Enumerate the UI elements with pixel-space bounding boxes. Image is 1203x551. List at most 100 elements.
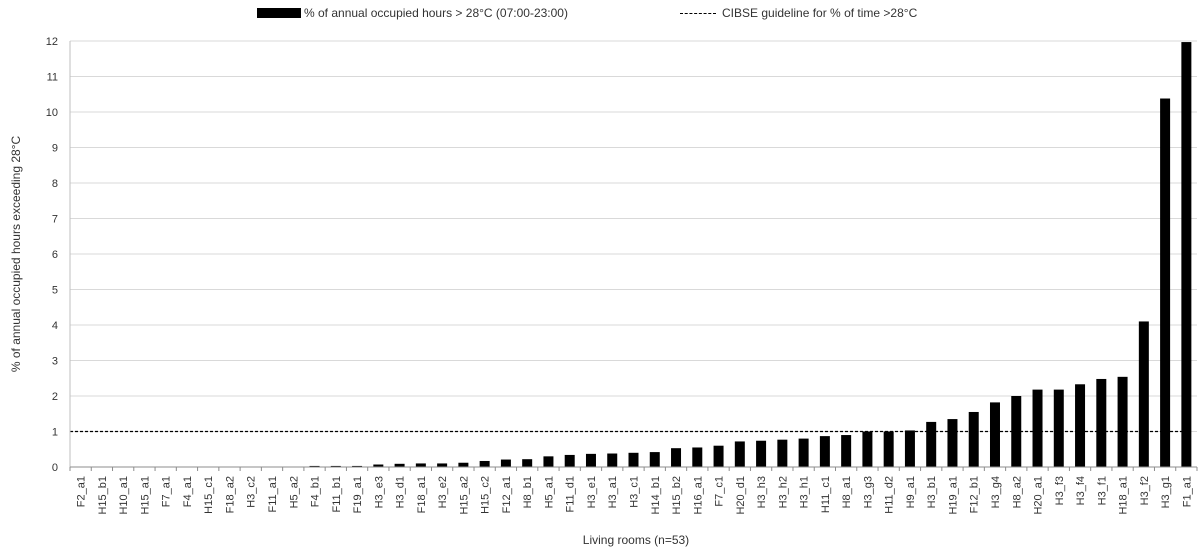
bar (883, 431, 894, 467)
x-tick-label: F4_b1 (310, 476, 322, 507)
x-tick-label: F7_c1 (714, 476, 726, 507)
x-tick-label: H19_a1 (947, 476, 959, 515)
x-tick-label: F12_b1 (969, 476, 981, 513)
bar (1075, 384, 1086, 467)
x-tick-label: F4_a1 (182, 476, 194, 507)
x-tick-label: H15_c1 (203, 476, 215, 514)
x-axis-title: Living rooms (n=53) (583, 533, 689, 547)
x-tick-label: H3_h3 (756, 476, 768, 508)
legend-swatch-bar (257, 8, 301, 18)
grid-lines (70, 40, 1197, 432)
bar-series (309, 42, 1192, 467)
x-tick-label: H5_a2 (288, 476, 300, 508)
x-tick-label: H15_b2 (671, 476, 683, 515)
x-tick-label: H14_b1 (650, 476, 662, 515)
x-tick-label: H3_c1 (629, 476, 641, 508)
bar (585, 453, 596, 467)
y-tick-label: 9 (52, 143, 58, 155)
bar (947, 419, 958, 467)
bar (734, 441, 745, 467)
bar (1096, 378, 1107, 467)
x-tick-label: H15_a2 (458, 476, 470, 515)
x-tick-label: H18_a1 (1118, 476, 1130, 515)
bar (394, 463, 405, 467)
y-tick-label: 10 (46, 107, 58, 119)
bar (671, 448, 682, 467)
x-tick-label: H3_b1 (926, 476, 938, 508)
x-tick-label: F11_b1 (331, 476, 343, 513)
x-tick-label: F18_a2 (224, 476, 236, 513)
bar (968, 411, 979, 467)
x-tick-label: H3_g4 (990, 476, 1002, 508)
x-tick-label: F12_a1 (501, 476, 513, 513)
chart-legend: % of annual occupied hours > 28°C (07:00… (0, 6, 1203, 26)
y-tick-label: 3 (52, 356, 58, 368)
x-tick-label: H15_c2 (480, 476, 492, 514)
x-tick-label: H3_g1 (1160, 476, 1172, 508)
x-tick-label: H3_h2 (777, 476, 789, 508)
legend-label-bars: % of annual occupied hours > 28°C (07:00… (304, 6, 568, 20)
x-tick-label: H5_a1 (543, 476, 555, 508)
x-tick-label: H3_a1 (607, 476, 619, 508)
x-tick-label: H20_a1 (1033, 476, 1045, 515)
bar (479, 460, 490, 467)
bar (1117, 376, 1128, 467)
x-tick-label: F19_a1 (352, 476, 364, 513)
x-tick-label: H3_f3 (1054, 476, 1066, 505)
x-tick-label: H11_d2 (884, 476, 896, 514)
bar (1181, 42, 1192, 467)
bar (904, 430, 915, 467)
y-tick-label: 11 (47, 72, 58, 84)
y-tick-label: 1 (52, 427, 58, 439)
bar (841, 435, 852, 467)
y-tick-label: 5 (52, 285, 58, 297)
bar (1032, 389, 1043, 467)
x-tick-label: F7_a1 (161, 476, 173, 507)
y-tick-label: 0 (52, 462, 58, 474)
x-tick-label: H3_e2 (437, 476, 449, 508)
x-tick-label: H8_b1 (522, 476, 534, 508)
bar (819, 436, 830, 467)
bar (692, 447, 703, 467)
bar (309, 465, 320, 467)
x-tick-label: H3_f2 (1139, 476, 1151, 505)
bar (756, 440, 767, 467)
bar (862, 431, 873, 467)
bar (798, 438, 809, 467)
bar (543, 456, 554, 467)
y-tick-label: 2 (52, 391, 58, 403)
legend-item-bars: % of annual occupied hours > 28°C (07:00… (257, 6, 568, 20)
bar (330, 465, 341, 467)
x-tick-label: H8_a2 (1011, 476, 1023, 508)
x-tick-label: H3_e1 (586, 476, 598, 508)
x-tick-label: H3_d1 (395, 476, 407, 508)
x-tick-label: H15_b1 (97, 476, 109, 515)
bar (926, 421, 937, 467)
bar (1053, 389, 1064, 467)
bar (352, 465, 363, 467)
x-tick-label: F18_a1 (416, 476, 428, 513)
bar (989, 402, 1000, 467)
x-tick-label: F2_a1 (76, 476, 88, 507)
bar (649, 452, 660, 467)
x-tick-label: F11_d1 (565, 476, 577, 513)
x-tick-label: H3_e3 (373, 476, 385, 508)
x-tick-label: H3_f1 (1096, 476, 1108, 505)
x-tick-label: H15_a1 (139, 476, 151, 515)
x-tick-label: H20_d1 (735, 476, 747, 515)
x-tick-label: F11_a1 (267, 476, 279, 513)
y-axis-title: % of annual occupied hours exceeding 28°… (9, 136, 23, 373)
bar (522, 459, 533, 467)
y-tick-label: 7 (52, 214, 58, 226)
bar (628, 452, 639, 467)
x-tick-label: H16_a1 (692, 476, 704, 515)
y-tick-label: 8 (52, 178, 58, 190)
bar (1138, 321, 1149, 467)
x-tick-label: H11_c1 (820, 476, 832, 513)
x-tick-label: H8_a1 (841, 476, 853, 508)
x-tick-label: H3_h1 (799, 476, 811, 508)
x-tick-label: H3_f4 (1075, 476, 1087, 505)
bar (713, 445, 724, 467)
